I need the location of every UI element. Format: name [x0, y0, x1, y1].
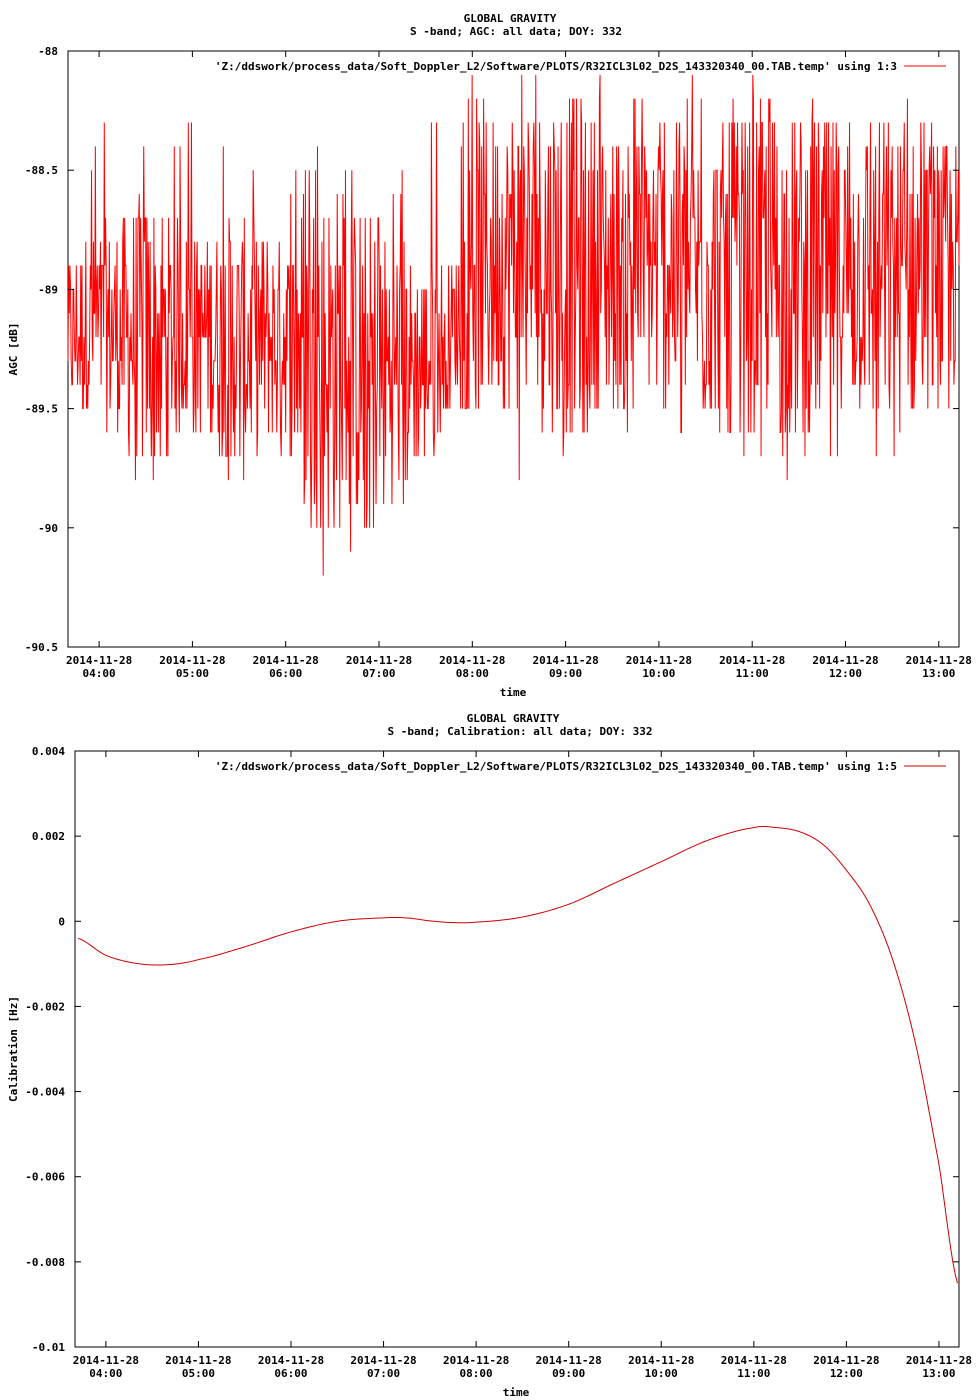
chart2-plot-frame — [74, 750, 960, 1348]
chart2-xtick-time: 07:00 — [367, 1367, 400, 1380]
chart1-title: GLOBAL GRAVITY — [464, 12, 557, 25]
chart2-series-layer — [77, 826, 958, 1284]
chart1-xtick-date: 2014-11-28 — [159, 654, 225, 667]
chart2-xtick-date: 2014-11-28 — [258, 1354, 324, 1367]
chart1-ytick-label: -88.5 — [25, 164, 58, 177]
chart1-ytick-label: -89.5 — [25, 403, 58, 416]
chart1-xtick-time: 04:00 — [83, 667, 116, 680]
chart2-xtick-time: 08:00 — [460, 1367, 493, 1380]
chart1-series-line — [67, 74, 960, 576]
chart2-xtick-date: 2014-11-28 — [165, 1354, 231, 1367]
chart1-ylabel: AGC [dB] — [7, 323, 20, 376]
chart2-ytick-label: -0.01 — [32, 1341, 65, 1354]
calibration-chart: GLOBAL GRAVITY S -band; Calibration: all… — [7, 712, 972, 1399]
chart1-ytick-label: -90 — [38, 522, 58, 535]
chart1-xtick-date: 2014-11-28 — [532, 654, 598, 667]
chart1-xtick-time: 11:00 — [736, 667, 769, 680]
chart1-subtitle: S -band; AGC: all data; DOY: 332 — [410, 25, 622, 38]
chart2-subtitle: S -band; Calibration: all data; DOY: 332 — [388, 725, 653, 738]
agc-chart: GLOBAL GRAVITY S -band; AGC: all data; D… — [7, 12, 972, 699]
chart2-xtick-time: 12:00 — [830, 1367, 863, 1380]
chart1-xtick-date: 2014-11-28 — [253, 654, 319, 667]
chart2-xtick-time: 11:00 — [737, 1367, 770, 1380]
chart2-xticks: 2014-11-2804:002014-11-2805:002014-11-28… — [73, 751, 972, 1380]
chart2-xtick-date: 2014-11-28 — [443, 1354, 509, 1367]
chart2-ytick-label: 0.004 — [32, 745, 65, 758]
chart2-xtick-date: 2014-11-28 — [813, 1354, 879, 1367]
chart2-ylabel: Calibration [Hz] — [7, 996, 20, 1102]
chart1-ytick-label: -90.5 — [25, 641, 58, 654]
chart2-xtick-time: 05:00 — [182, 1367, 215, 1380]
chart2-xtick-date: 2014-11-28 — [73, 1354, 139, 1367]
chart1-legend-label: 'Z:/ddswork/process_data/Soft_Doppler_L2… — [215, 60, 897, 73]
chart2-legend-label: 'Z:/ddswork/process_data/Soft_Doppler_L2… — [215, 760, 897, 773]
chart2-ytick-label: 0.002 — [32, 830, 65, 843]
chart2-xtick-date: 2014-11-28 — [536, 1354, 602, 1367]
chart2-yticks: 0.004 0.002 0 -0.002 -0.004 -0.006 -0.008 -0.01 — [25, 745, 959, 1354]
chart2-xtick-time: 13:00 — [922, 1367, 955, 1380]
chart1-xtick-time: 13:00 — [922, 667, 955, 680]
chart1-ytick-label: -88 — [38, 45, 58, 58]
chart1-xtick-time: 10:00 — [642, 667, 675, 680]
chart2-ytick-label: -0.002 — [25, 1000, 65, 1013]
chart1-xtick-time: 05:00 — [176, 667, 209, 680]
chart1-xtick-time: 12:00 — [829, 667, 862, 680]
chart1-xticks: 2014-11-2804:002014-11-2805:002014-11-28… — [66, 51, 972, 680]
chart2-series-line — [77, 826, 958, 1284]
chart2-xtick-date: 2014-11-28 — [906, 1354, 972, 1367]
chart2-xtick-time: 06:00 — [274, 1367, 307, 1380]
chart2-xtick-time: 10:00 — [645, 1367, 678, 1380]
chart2-ytick-label: -0.004 — [25, 1086, 65, 1099]
chart2-xtick-date: 2014-11-28 — [350, 1354, 416, 1367]
chart1-xtick-time: 07:00 — [362, 667, 395, 680]
chart1-xlabel: time — [500, 686, 527, 699]
chart1-ytick-label: -89 — [38, 283, 58, 296]
chart1-xtick-date: 2014-11-28 — [812, 654, 878, 667]
chart1-xtick-date: 2014-11-28 — [439, 654, 505, 667]
chart1-series-layer — [67, 74, 960, 576]
chart1-xtick-time: 09:00 — [549, 667, 582, 680]
chart1-xtick-date: 2014-11-28 — [626, 654, 692, 667]
chart1-xtick-date: 2014-11-28 — [346, 654, 412, 667]
chart2-xtick-time: 09:00 — [552, 1367, 585, 1380]
chart2-xtick-date: 2014-11-28 — [721, 1354, 787, 1367]
chart1-xtick-date: 2014-11-28 — [66, 654, 132, 667]
chart2-xtick-date: 2014-11-28 — [628, 1354, 694, 1367]
chart1-xtick-time: 08:00 — [456, 667, 489, 680]
chart2-xtick-time: 04:00 — [89, 1367, 122, 1380]
chart2-xlabel: time — [503, 1386, 530, 1399]
chart2-title: GLOBAL GRAVITY — [467, 712, 560, 725]
chart1-yticks: -88 -88.5 -89 -89.5 -90 -90.5 — [25, 45, 959, 654]
chart1-xtick-time: 06:00 — [269, 667, 302, 680]
chart1-xtick-date: 2014-11-28 — [719, 654, 785, 667]
chart2-ytick-label: 0 — [58, 915, 65, 928]
chart2-ytick-label: -0.008 — [25, 1256, 65, 1269]
chart2-ytick-label: -0.006 — [25, 1171, 65, 1184]
chart1-xtick-date: 2014-11-28 — [906, 654, 972, 667]
